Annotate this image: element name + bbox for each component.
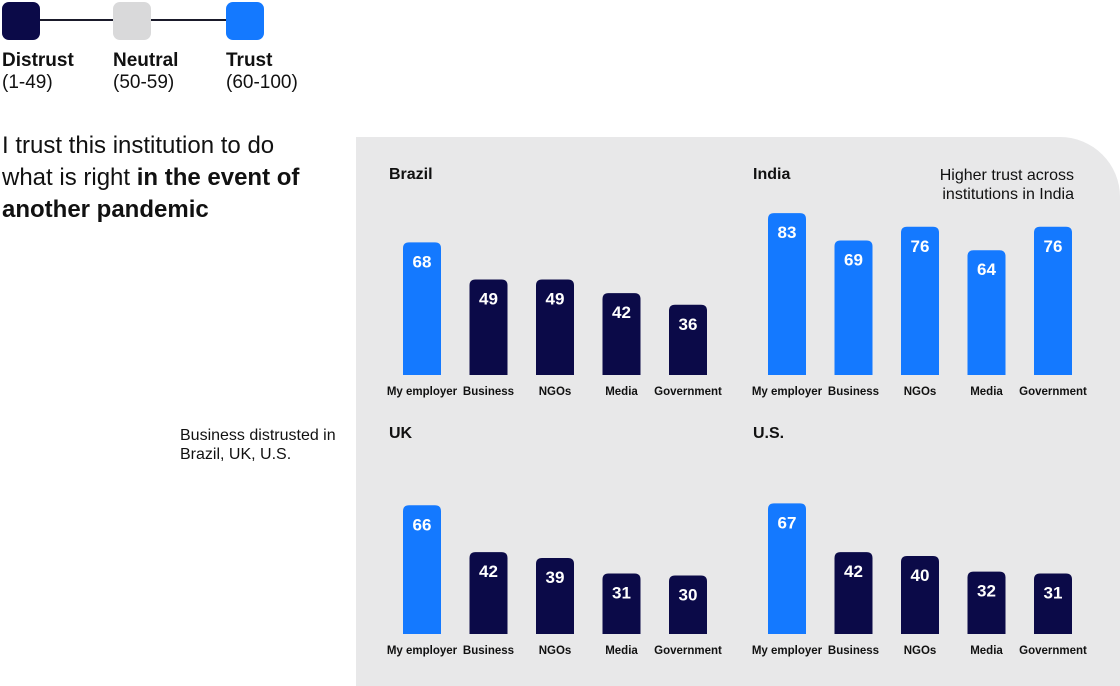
category-label-u-s-media: Media (970, 645, 1003, 657)
bar-india-media (967, 250, 1006, 375)
legend-item-distrust: Distrust (1-49) (2, 50, 74, 94)
legend-item-trust: Trust (60-100) (226, 50, 298, 94)
survey-question: I trust this institution to do what is r… (2, 130, 302, 226)
bar-value-india-ngos: 76 (911, 237, 930, 256)
category-label-brazil-ngos: NGOs (539, 386, 572, 398)
legend-range-neutral: (50-59) (113, 72, 175, 93)
legend-swatch-trust (226, 2, 264, 40)
category-label-uk-ngos: NGOs (539, 645, 572, 657)
legend-item-neutral: Neutral (50-59) (113, 50, 178, 94)
legend-label-neutral: Neutral (113, 50, 179, 71)
category-label-u-s-my-employer: My employer (752, 645, 823, 657)
category-label-uk-my-employer: My employer (387, 645, 458, 657)
category-label-brazil-business: Business (463, 386, 514, 398)
bar-value-india-business: 69 (844, 250, 863, 269)
bar-value-u-s-government: 31 (1044, 584, 1063, 603)
category-label-brazil-my-employer: My employer (387, 386, 458, 398)
bar-value-uk-my-employer: 66 (413, 515, 432, 534)
category-label-u-s-government: Government (1019, 645, 1087, 657)
bar-brazil-business (469, 279, 508, 375)
bar-value-brazil-my-employer: 68 (413, 252, 432, 271)
bar-value-brazil-government: 36 (679, 315, 698, 334)
bar-value-u-s-ngos: 40 (911, 566, 930, 585)
bar-uk-media (602, 573, 641, 634)
bar-u-s-media (967, 571, 1006, 634)
legend-range-trust: (60-100) (226, 72, 298, 93)
category-label-uk-government: Government (654, 645, 722, 657)
bar-india-government (1034, 226, 1072, 375)
bar-value-brazil-business: 49 (479, 289, 498, 308)
chart-title-us: U.S. (753, 425, 785, 442)
bar-value-uk-media: 31 (612, 584, 631, 603)
bar-uk-ngos (536, 557, 574, 634)
bar-india-business (834, 240, 873, 375)
bar-u-s-ngos (901, 556, 939, 634)
category-label-uk-business: Business (463, 645, 514, 657)
bar-brazil-my-employer (403, 242, 441, 375)
category-label-uk-media: Media (605, 645, 638, 657)
question-plain-text: I trust this institution to do what is r… (2, 132, 275, 191)
bar-uk-business (469, 552, 508, 634)
bar-value-u-s-business: 42 (844, 562, 863, 581)
bar-brazil-media (602, 293, 641, 375)
bar-value-brazil-media: 42 (612, 303, 631, 322)
chart-title-uk: UK (389, 425, 413, 442)
bar-india-my-employer (768, 213, 806, 375)
bar-value-uk-business: 42 (479, 562, 498, 581)
bar-value-india-government: 76 (1044, 237, 1063, 256)
category-label-u-s-business: Business (828, 645, 879, 657)
bar-value-india-media: 64 (977, 260, 996, 279)
bar-u-s-my-employer (768, 503, 806, 634)
legend-label-trust: Trust (226, 50, 273, 71)
question-bold-text: in the event of another pandemic (2, 164, 300, 223)
category-label-india-government: Government (1019, 386, 1087, 398)
bar-brazil-ngos (536, 279, 574, 375)
bar-value-uk-government: 30 (679, 586, 698, 605)
annotation-business-distrusted: Business distrusted in Brazil, UK, U.S. (180, 427, 336, 463)
category-label-u-s-ngos: NGOs (904, 645, 937, 657)
bar-value-brazil-ngos: 49 (546, 289, 565, 308)
legend-label-distrust: Distrust (2, 50, 74, 71)
bar-india-ngos (901, 226, 939, 375)
category-label-brazil-media: Media (605, 386, 638, 398)
bar-uk-my-employer (403, 505, 441, 634)
category-label-india-my-employer: My employer (752, 386, 823, 398)
bar-value-uk-ngos: 39 (546, 568, 565, 587)
bar-u-s-business (834, 552, 873, 634)
bar-value-india-my-employer: 83 (778, 223, 797, 242)
chart-title-india: India (753, 166, 791, 183)
legend-swatch-neutral (113, 2, 151, 40)
legend-range-distrust: (1-49) (2, 72, 53, 93)
bar-u-s-government (1034, 573, 1072, 634)
category-label-brazil-government: Government (654, 386, 722, 398)
category-label-india-media: Media (970, 386, 1003, 398)
bar-uk-government (669, 575, 707, 634)
bar-value-u-s-my-employer: 67 (778, 513, 797, 532)
legend-swatch-distrust (2, 2, 40, 40)
bar-brazil-government (669, 304, 707, 375)
annotation-higher-trust-india: Higher trust across institutions in Indi… (939, 167, 1074, 203)
category-label-india-ngos: NGOs (904, 386, 937, 398)
bar-value-u-s-media: 32 (977, 582, 996, 601)
category-label-india-business: Business (828, 386, 879, 398)
chart-title-brazil: Brazil (389, 166, 433, 183)
